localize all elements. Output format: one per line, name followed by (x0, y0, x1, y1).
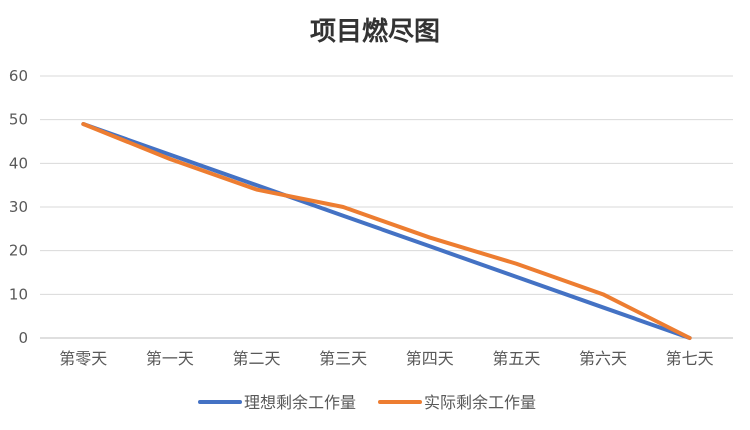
y-tick-label: 40 (9, 154, 28, 172)
data-point (601, 305, 605, 309)
x-tick-label: 第一天 (146, 349, 194, 368)
data-point (428, 236, 432, 240)
y-tick-label: 20 (9, 242, 28, 260)
legend-label-2: 实际剩余工作量 (424, 393, 536, 412)
x-tick-label: 第七天 (666, 349, 714, 368)
series-line-1 (81, 122, 692, 340)
legend: 理想剩余工作量 实际剩余工作量 (198, 393, 536, 412)
y-tick-label: 50 (9, 111, 28, 129)
series-lines (81, 122, 692, 340)
data-point (168, 153, 172, 157)
y-tick-label: 60 (9, 67, 28, 85)
legend-label-1: 理想剩余工作量 (244, 393, 356, 412)
data-point (81, 122, 85, 126)
y-tick-label: 0 (18, 329, 28, 347)
data-point (688, 336, 692, 340)
x-tick-label: 第四天 (406, 349, 454, 368)
x-tick-label: 第零天 (59, 349, 107, 368)
x-tick-label: 第六天 (579, 349, 627, 368)
data-point (255, 188, 259, 192)
data-point (341, 214, 345, 218)
data-point (601, 292, 605, 296)
x-tick-label: 第三天 (319, 349, 367, 368)
data-point (428, 244, 432, 248)
x-tick-label: 第二天 (233, 349, 281, 368)
y-tick-label: 10 (9, 285, 28, 303)
data-point (514, 262, 518, 266)
data-point (255, 183, 259, 187)
x-tick-label: 第五天 (492, 349, 540, 368)
data-point (168, 157, 172, 161)
chart-title: 项目燃尽图 (310, 17, 440, 47)
series-line-2 (81, 122, 692, 340)
y-tick-label: 30 (9, 198, 28, 216)
x-axis-tick-labels: 第零天 第一天 第二天 第三天 第四天 第五天 第六天 第七天 (59, 349, 713, 368)
y-axis-tick-labels: 0 10 20 30 40 50 60 (9, 67, 28, 347)
gridlines (40, 75, 733, 339)
data-point (514, 275, 518, 279)
data-point (341, 205, 345, 209)
